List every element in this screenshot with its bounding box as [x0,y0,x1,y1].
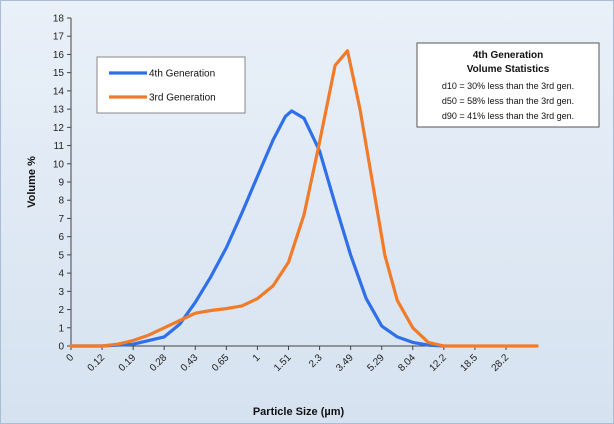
y-tick-label: 2 [58,305,64,316]
stats-box [416,42,600,128]
x-tick-label: 0.19 [117,352,139,374]
x-tick-label: 28.2 [490,352,512,374]
x-tick-label: 5.29 [365,352,387,374]
y-tick-label: 8 [58,196,64,207]
stats-line: d10 = 30% less than the 3rd gen. [442,81,574,91]
x-tick-label: 0 [64,352,76,364]
x-tick-label: 18.5 [459,352,481,374]
x-tick-label: 12.2 [427,352,449,374]
x-tick-label: 1 [251,352,263,364]
y-tick-label: 14 [53,86,65,97]
y-tick-label: 5 [58,250,64,261]
legend-label: 3rd Generation [149,93,216,104]
x-tick-label: 1.51 [272,352,294,374]
y-tick-label: 3 [58,287,64,298]
y-tick-label: 9 [58,178,64,189]
series-line-1 [69,109,446,348]
y-tick-label: 15 [53,68,65,79]
y-tick-label: 17 [53,32,65,43]
y-tick-label: 4 [58,269,64,280]
y-tick-label: 1 [58,323,64,334]
y-tick-label: 13 [53,105,65,116]
y-tick-label: 6 [58,232,64,243]
series-line-2 [69,49,539,348]
y-tick-label: 10 [53,159,65,170]
x-tick-label: 0.43 [179,352,201,374]
x-tick-label: 2.3 [307,352,325,370]
y-tick-label: 12 [53,123,65,134]
y-tick-label: 7 [58,214,64,225]
x-tick-label: 3.49 [334,352,356,374]
y-tick-label: 0 [58,342,64,353]
legend-label: 4th Generation [149,69,215,80]
x-tick-label: 0.28 [148,352,170,374]
y-tick-label: 11 [54,141,65,152]
stats-line: d90 = 41% less than the 3rd gen. [442,111,574,121]
y-axis-title: Volume % [26,156,38,208]
x-tick-label: 0.65 [210,352,232,374]
legend-box [96,56,246,114]
stats-title-line1: 4th Generation [473,50,544,61]
y-tick-label: 18 [53,14,65,25]
x-axis-title: Particle Size (µm) [253,406,345,418]
stats-line: d50 = 58% less than the 3rd gen. [442,96,574,106]
x-tick-label: 8.04 [396,352,418,374]
stats-title-line2: Volume Statistics [467,64,550,75]
x-tick-label: 0.12 [86,352,108,374]
y-tick-label: 16 [53,50,65,61]
